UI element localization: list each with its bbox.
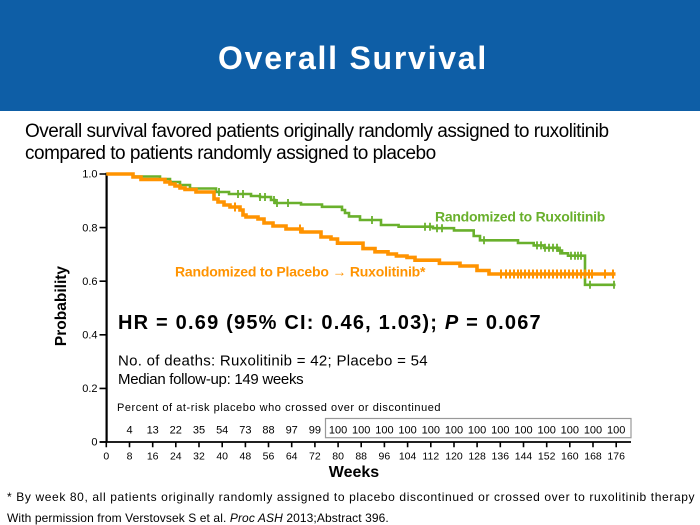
svg-text:100: 100 bbox=[352, 425, 370, 437]
svg-text:100: 100 bbox=[468, 425, 486, 437]
svg-text:0: 0 bbox=[91, 437, 97, 449]
svg-text:97: 97 bbox=[286, 425, 298, 437]
svg-text:99: 99 bbox=[309, 425, 321, 437]
svg-text:54: 54 bbox=[216, 425, 228, 437]
svg-text:48: 48 bbox=[240, 450, 252, 462]
svg-text:24: 24 bbox=[170, 450, 182, 462]
svg-text:100: 100 bbox=[584, 425, 602, 437]
svg-text:100: 100 bbox=[514, 425, 532, 437]
svg-text:35: 35 bbox=[193, 425, 205, 437]
svg-text:0.8: 0.8 bbox=[82, 222, 97, 234]
svg-text:8: 8 bbox=[127, 450, 133, 462]
svg-text:100: 100 bbox=[491, 425, 509, 437]
svg-text:22: 22 bbox=[170, 425, 182, 437]
svg-text:100: 100 bbox=[445, 425, 463, 437]
svg-text:0: 0 bbox=[103, 450, 109, 462]
svg-text:16: 16 bbox=[147, 450, 159, 462]
svg-text:128: 128 bbox=[468, 450, 486, 462]
svg-text:136: 136 bbox=[492, 450, 510, 462]
svg-text:176: 176 bbox=[607, 450, 625, 462]
svg-text:112: 112 bbox=[422, 450, 439, 462]
svg-text:72: 72 bbox=[309, 450, 321, 462]
svg-text:Probability: Probability bbox=[53, 266, 70, 346]
svg-text:Median follow-up: 149 weeks: Median follow-up: 149 weeks bbox=[118, 371, 303, 388]
svg-text:100: 100 bbox=[538, 425, 556, 437]
svg-text:80: 80 bbox=[332, 450, 344, 462]
svg-text:120: 120 bbox=[445, 450, 463, 462]
svg-text:40: 40 bbox=[216, 450, 228, 462]
svg-text:100: 100 bbox=[607, 425, 625, 437]
svg-text:152: 152 bbox=[538, 450, 556, 462]
svg-text:104: 104 bbox=[399, 450, 417, 462]
svg-text:144: 144 bbox=[515, 450, 533, 462]
svg-text:100: 100 bbox=[561, 425, 579, 437]
svg-text:88: 88 bbox=[262, 425, 274, 437]
svg-text:100: 100 bbox=[375, 425, 393, 437]
svg-text:100: 100 bbox=[422, 425, 440, 437]
svg-text:88: 88 bbox=[355, 450, 367, 462]
svg-text:100: 100 bbox=[329, 425, 347, 437]
svg-text:32: 32 bbox=[193, 450, 205, 462]
svg-text:160: 160 bbox=[561, 450, 579, 462]
svg-text:HR = 0.69 (95% CI: 0.46, 1.03): HR = 0.69 (95% CI: 0.46, 1.03); P = 0.06… bbox=[118, 312, 542, 334]
svg-text:Randomized to Ruxolitinib: Randomized to Ruxolitinib bbox=[435, 209, 605, 225]
svg-text:56: 56 bbox=[263, 450, 275, 462]
svg-text:Percent of at-risk placebo who: Percent of at-risk placebo who crossed o… bbox=[117, 402, 441, 414]
svg-text:0.2: 0.2 bbox=[82, 383, 97, 395]
svg-text:1.0: 1.0 bbox=[82, 169, 97, 181]
svg-text:0.6: 0.6 bbox=[82, 276, 97, 288]
svg-text:64: 64 bbox=[286, 450, 298, 462]
svg-text:Randomized to Placebo → Ruxoli: Randomized to Placebo → Ruxolitinib* bbox=[175, 264, 426, 280]
svg-text:0.4: 0.4 bbox=[82, 330, 97, 342]
svg-text:100: 100 bbox=[398, 425, 416, 437]
svg-text:73: 73 bbox=[239, 425, 251, 437]
svg-text:4: 4 bbox=[126, 425, 132, 437]
svg-text:13: 13 bbox=[147, 425, 159, 437]
svg-text:168: 168 bbox=[584, 450, 602, 462]
svg-text:Weeks: Weeks bbox=[329, 464, 380, 481]
svg-text:No. of deaths: Ruxolitinib = 4: No. of deaths: Ruxolitinib = 42; Placebo… bbox=[118, 353, 428, 370]
svg-text:96: 96 bbox=[379, 450, 391, 462]
